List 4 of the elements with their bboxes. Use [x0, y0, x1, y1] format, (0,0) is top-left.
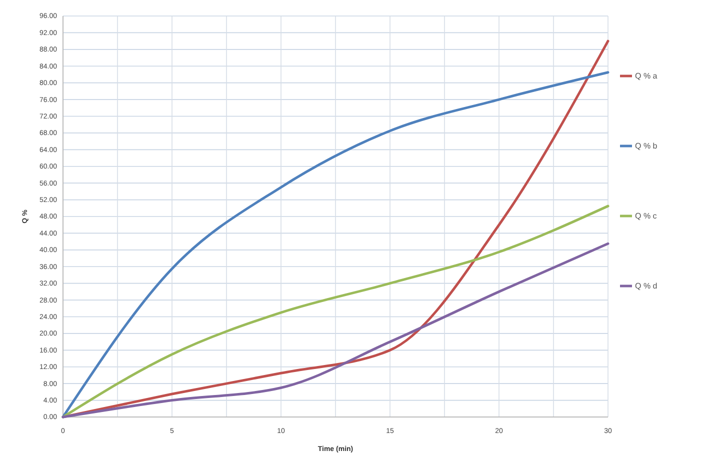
legend-label: Q % d [635, 282, 658, 291]
legend-label: Q % b [635, 142, 658, 151]
legend-label: Q % c [635, 212, 657, 221]
legend-label: Q % a [635, 72, 658, 81]
